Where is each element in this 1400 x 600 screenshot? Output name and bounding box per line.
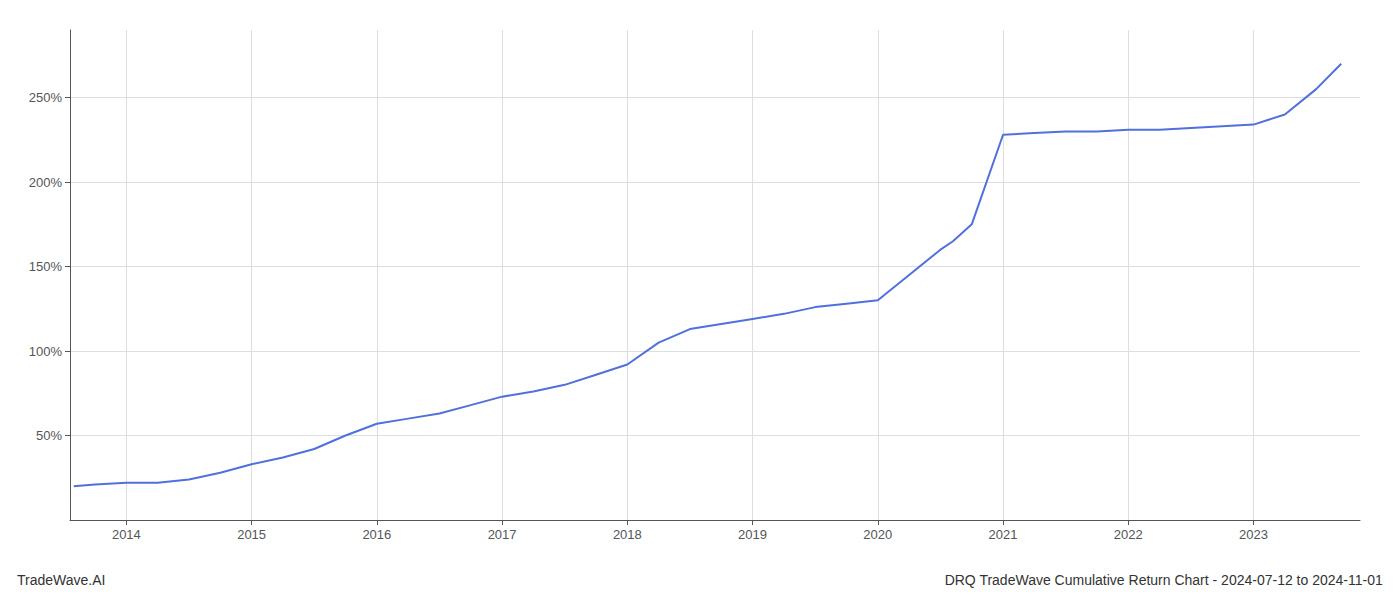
svg-text:250%: 250% <box>29 90 63 105</box>
svg-text:100%: 100% <box>29 344 63 359</box>
svg-text:2016: 2016 <box>362 527 391 542</box>
svg-text:2015: 2015 <box>237 527 266 542</box>
svg-text:2019: 2019 <box>738 527 767 542</box>
svg-text:2017: 2017 <box>488 527 517 542</box>
svg-text:2020: 2020 <box>863 527 892 542</box>
svg-text:50%: 50% <box>36 428 62 443</box>
svg-text:TradeWave.AI: TradeWave.AI <box>17 572 105 588</box>
svg-text:150%: 150% <box>29 259 63 274</box>
svg-text:2014: 2014 <box>112 527 141 542</box>
svg-text:2018: 2018 <box>613 527 642 542</box>
svg-text:200%: 200% <box>29 175 63 190</box>
svg-text:DRQ TradeWave Cumulative Retur: DRQ TradeWave Cumulative Return Chart - … <box>945 572 1383 588</box>
svg-text:2021: 2021 <box>989 527 1018 542</box>
svg-text:2023: 2023 <box>1239 527 1268 542</box>
svg-text:2022: 2022 <box>1114 527 1143 542</box>
